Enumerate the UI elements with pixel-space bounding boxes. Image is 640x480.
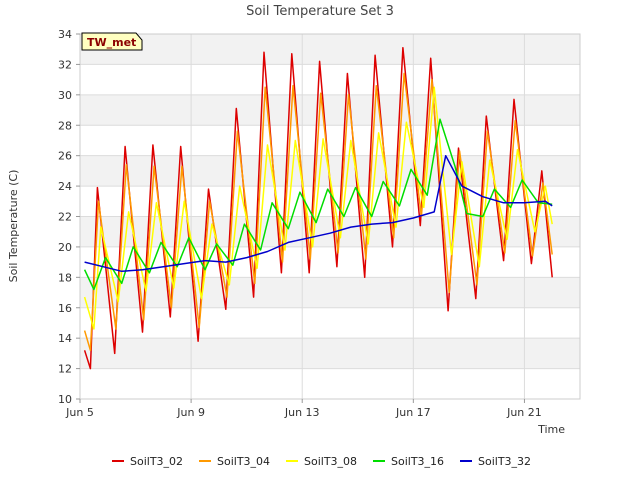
legend-entry: SoilT3_02 bbox=[130, 455, 183, 468]
y-tick-label: 32 bbox=[58, 58, 72, 71]
y-tick-label: 20 bbox=[58, 241, 72, 254]
x-tick-label: Jun 5 bbox=[65, 406, 94, 419]
chart-title: Soil Temperature Set 3 bbox=[246, 4, 394, 19]
x-tick-label: Jun 13 bbox=[284, 406, 320, 419]
y-tick-label: 28 bbox=[58, 119, 72, 132]
y-tick-label: 14 bbox=[58, 332, 72, 345]
axes: 10 12 14 16 18 20 22 24 26 28 30 32 34 Jun 5 Jun 9 Jun … bbox=[58, 28, 581, 419]
station-badge: TW_met bbox=[81, 32, 143, 51]
y-tick-label: 16 bbox=[58, 302, 72, 315]
legend-entry: SoilT3_32 bbox=[478, 455, 531, 468]
badge-shape bbox=[81, 32, 143, 51]
legend-entry: SoilT3_16 bbox=[391, 455, 444, 468]
y-tick-label: 10 bbox=[58, 393, 72, 406]
y-tick-label: 22 bbox=[58, 211, 72, 224]
series-line-soilt3-32 bbox=[84, 154, 553, 273]
plot-band bbox=[80, 94, 580, 126]
series-line-soilt3-08 bbox=[83, 86, 553, 330]
plot-band bbox=[80, 34, 580, 65]
y-tick-label: 18 bbox=[58, 271, 72, 284]
y-tick-label: 24 bbox=[58, 180, 72, 193]
plot-band bbox=[80, 277, 580, 308]
legend-entry: SoilT3_04 bbox=[217, 455, 270, 468]
series-lines bbox=[83, 46, 553, 370]
y-tick-label: 34 bbox=[58, 28, 72, 41]
y-tick-label: 12 bbox=[58, 363, 72, 376]
plot-band bbox=[80, 338, 580, 369]
y-tick-label: 30 bbox=[58, 89, 72, 102]
x-tick-label: Jun 9 bbox=[176, 406, 205, 419]
legend-entry: SoilT3_08 bbox=[304, 455, 357, 468]
x-tick-label: Jun 17 bbox=[395, 406, 431, 419]
badge-label: TW_met bbox=[87, 36, 136, 49]
series-line-soilt3-16 bbox=[83, 118, 553, 291]
y-axis-label: Soil Temperature (C) bbox=[7, 170, 20, 283]
x-tick-label: Jun 21 bbox=[506, 406, 542, 419]
legend: SoilT3_02 SoilT3_04 SoilT3_08 SoilT3_16 Soil… bbox=[112, 455, 531, 468]
x-axis-label: Time bbox=[537, 423, 565, 436]
y-tick-label: 26 bbox=[58, 150, 72, 163]
